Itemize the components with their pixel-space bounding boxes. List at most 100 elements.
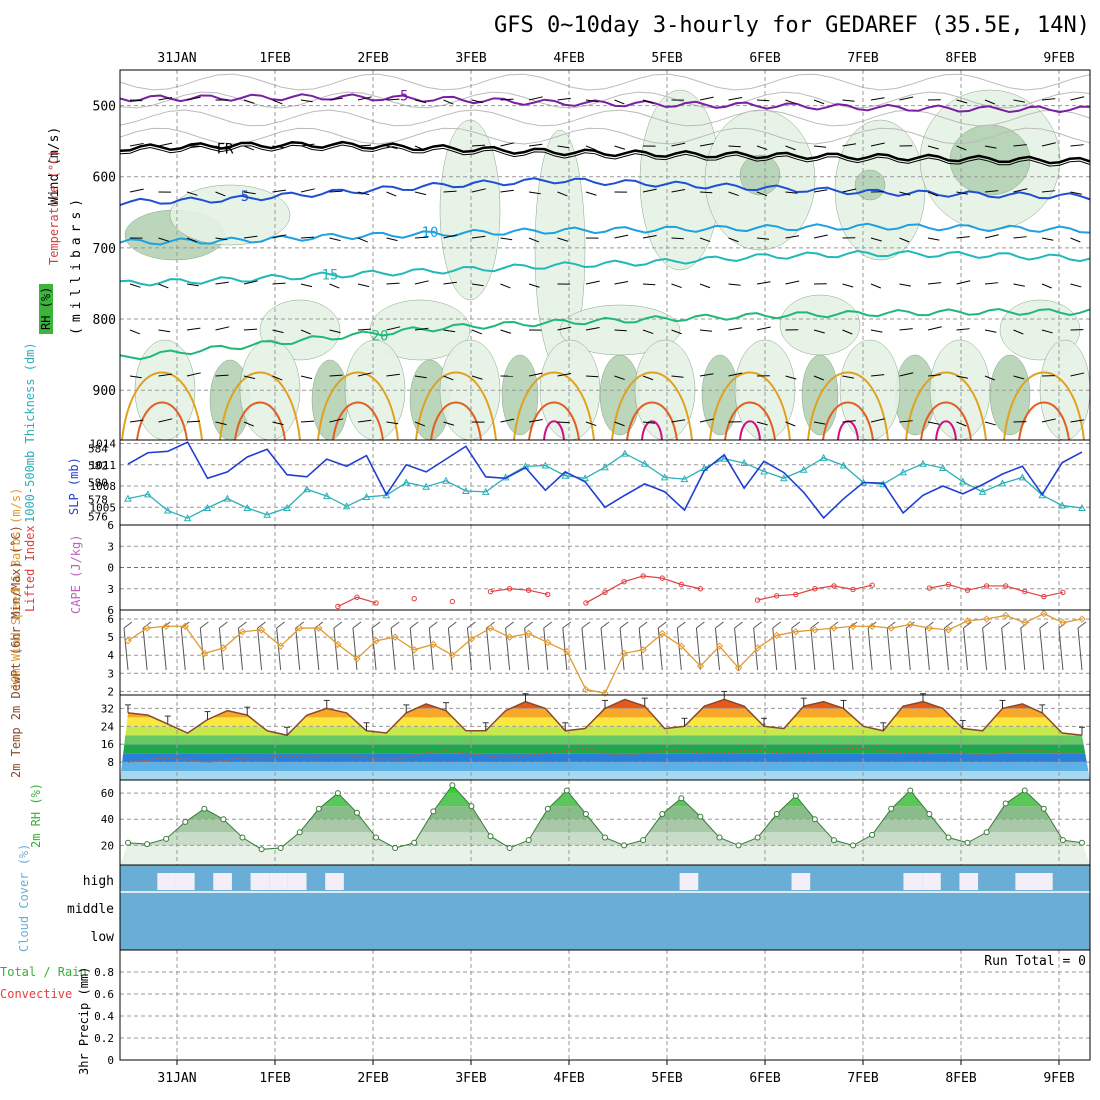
lifted-point [449,598,456,605]
lifted-tick: 3 [107,540,114,553]
wind-barb-tick [657,621,667,629]
wind-speed-point [887,624,895,632]
wind-barb [619,627,625,671]
rh-shade [369,299,471,361]
wind-speed-point [238,627,247,636]
wind-tick: 6 [107,613,114,626]
wind-barb [642,234,657,239]
wind-barb [557,145,570,149]
bottom-date-label: 9FEB [1043,1071,1074,1086]
thickness-point [382,491,391,499]
wind-barb [272,145,285,149]
hot-contour [935,420,957,441]
rh-point [792,792,799,799]
wind-barb [357,328,372,331]
wind-barb [585,326,600,331]
wind-speed-point [830,624,838,632]
cloud-gap [922,873,941,890]
wind-barb [243,145,255,151]
wind-speed-point [296,624,304,632]
wind-barb [927,145,939,150]
wind-barb [1070,372,1085,377]
wind-barb-tick [753,621,762,629]
wind-barb [300,329,311,335]
wind-barb [300,283,313,288]
wind-barb [785,280,800,285]
wind-speed-point [1001,611,1010,620]
wind-barb [329,97,343,101]
wind-barb [414,145,425,151]
wind-barb [614,421,625,427]
wind-barb-tick [448,621,457,629]
rh-point [582,811,589,817]
wind-barb [671,237,684,240]
wind-barb [956,328,970,331]
wind-barb [357,283,370,288]
wind-barb [1041,283,1052,289]
cloud-gap [959,873,979,890]
lifted-line [585,575,701,604]
wind-barb [1041,190,1056,193]
wind-barb [728,283,741,286]
lifted-tick: 6 [107,604,114,617]
wind-tick: 4 [107,649,114,662]
wind-barb [867,627,873,671]
wind-barb [528,418,543,423]
wind-barb [443,99,454,105]
wind-barb [186,96,201,101]
dewpt-line [127,747,1082,763]
wind-barb [186,372,201,377]
wind-barb [215,191,226,197]
lifted-line [337,596,377,607]
hot-contour [543,420,565,441]
wind-barb [842,99,855,102]
wind-barb [1013,283,1025,287]
rh-point [640,837,647,844]
top-date-axis: 31JAN 1FEB 2FEB 3FEB 4FEB 5FEB 6FEB 7FEB 8FEB 9FE… [157,51,1074,66]
rh-contour [119,73,1091,91]
warm-contour [430,401,482,441]
wind-barb [243,191,256,195]
isotherm-label: 5 [241,189,249,205]
thickness-point [362,492,371,500]
wind-barb [243,280,258,285]
wind-barb [785,421,796,427]
wind-barb [785,99,796,105]
wind-speed-point [563,647,571,656]
wind-barb [1041,142,1056,147]
wind-barb [500,237,513,241]
wind-barb [414,421,426,427]
rh-point [830,837,837,844]
wind-barb [215,145,227,150]
rh-point [296,829,303,836]
rh-contour [119,127,1091,145]
wind-barb [1013,375,1025,380]
wind-speed-point [868,622,876,630]
wind-barb [842,283,854,288]
rh-point [850,842,857,849]
wind-barb [728,372,743,377]
wind-barb [158,373,172,377]
rh-point [678,795,685,802]
rh-point [334,790,341,797]
rh-point [659,811,666,817]
wind-barb [671,188,686,193]
bottom-date-label: 6FEB [749,1071,780,1086]
temp-tick: 8 [107,756,114,769]
rh-band [120,845,1090,865]
wind-speed-point [181,622,189,630]
warm-contour [709,371,791,441]
wind-barb [386,145,398,150]
rh-band [120,785,1090,794]
wind-barb [699,237,711,243]
rh-point [1079,839,1085,846]
top-date-label: 2FEB [357,51,388,66]
wind-barb [329,329,341,334]
wind-barb [756,99,770,102]
wind-barb [471,375,483,380]
wind-speed-point [276,642,285,650]
wind-barb [791,627,797,671]
run-total: Run Total = 0 [984,954,1086,969]
wind-barb [1041,237,1054,241]
wind-barb [870,142,885,147]
